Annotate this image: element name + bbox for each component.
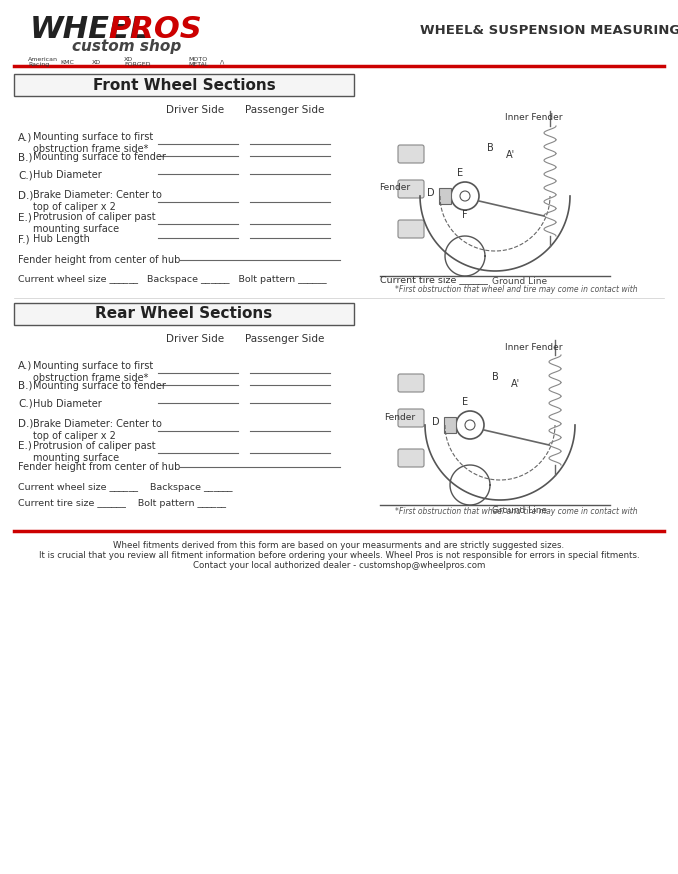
Text: F.): F.) (18, 234, 30, 244)
Text: Mounting surface to fender: Mounting surface to fender (33, 381, 166, 391)
Text: *First obstruction that wheel and tire may come in contact with: *First obstruction that wheel and tire m… (395, 286, 637, 295)
Text: Current wheel size ______   Backspace ______   Bolt pattern ______: Current wheel size ______ Backspace ____… (18, 275, 327, 285)
Text: Inner Fender: Inner Fender (505, 114, 563, 122)
Text: Brake Diameter: Center to
top of caliper x 2: Brake Diameter: Center to top of caliper… (33, 419, 162, 440)
Text: PROS: PROS (108, 16, 202, 45)
Text: Ground Line: Ground Line (492, 506, 548, 515)
Text: Hub Length: Hub Length (33, 234, 90, 244)
FancyBboxPatch shape (398, 180, 424, 198)
Text: /\: /\ (220, 59, 224, 65)
Text: Ground Line: Ground Line (492, 277, 548, 286)
Text: C.): C.) (18, 399, 33, 409)
Text: A.): A.) (18, 132, 33, 142)
Text: XD
FORGED: XD FORGED (124, 57, 151, 67)
FancyBboxPatch shape (398, 409, 424, 427)
Text: A': A' (511, 379, 519, 389)
Text: D: D (427, 188, 435, 198)
Text: F: F (462, 210, 468, 220)
Text: Brake Diameter: Center to
top of caliper x 2: Brake Diameter: Center to top of caliper… (33, 190, 162, 212)
Bar (444, 417, 456, 433)
Text: D.): D.) (18, 190, 33, 200)
Text: Hub Diameter: Hub Diameter (33, 170, 102, 180)
FancyBboxPatch shape (398, 145, 424, 163)
Text: WHEEL& SUSPENSION MEASURING GUIDE: WHEEL& SUSPENSION MEASURING GUIDE (420, 24, 678, 37)
FancyBboxPatch shape (398, 449, 424, 467)
Text: Fender: Fender (384, 413, 415, 421)
Text: Passenger Side: Passenger Side (245, 334, 325, 344)
FancyBboxPatch shape (398, 374, 424, 392)
Text: WHEEL: WHEEL (30, 16, 151, 45)
Text: Driver Side: Driver Side (166, 105, 224, 115)
Text: A': A' (505, 150, 515, 160)
Text: B: B (492, 372, 498, 382)
Text: *First obstruction that wheel and tire may come in contact with: *First obstruction that wheel and tire m… (395, 507, 637, 516)
Text: D.): D.) (18, 419, 33, 429)
Text: E.): E.) (18, 212, 32, 222)
Text: MOTO
METAL: MOTO METAL (188, 57, 208, 67)
Text: Driver Side: Driver Side (166, 334, 224, 344)
Text: A.): A.) (18, 361, 33, 371)
Text: Passenger Side: Passenger Side (245, 105, 325, 115)
Text: Fender height from center of hub: Fender height from center of hub (18, 462, 180, 472)
Text: Contact your local authorized dealer - customshop@wheelpros.com: Contact your local authorized dealer - c… (193, 561, 485, 571)
FancyBboxPatch shape (14, 74, 354, 96)
Text: American
Racing: American Racing (28, 57, 58, 67)
Text: It is crucial that you review all fitment information before ordering your wheel: It is crucial that you review all fitmen… (39, 551, 639, 560)
Text: Front Wheel Sections: Front Wheel Sections (93, 78, 275, 93)
Text: Fender height from center of hub: Fender height from center of hub (18, 255, 180, 265)
Text: Mounting surface to first
obstruction frame side*: Mounting surface to first obstruction fr… (33, 132, 153, 154)
Text: Fender: Fender (379, 184, 410, 192)
Text: Mounting surface to first
obstruction frame side*: Mounting surface to first obstruction fr… (33, 361, 153, 383)
Text: Hub Diameter: Hub Diameter (33, 399, 102, 409)
Text: Inner Fender: Inner Fender (505, 343, 563, 351)
Text: Current tire size ______    Bolt pattern ______: Current tire size ______ Bolt pattern __… (18, 498, 226, 508)
Text: B.): B.) (18, 381, 33, 391)
Text: Current tire size ______: Current tire size ______ (380, 275, 488, 285)
Text: E.): E.) (18, 441, 32, 451)
Text: Protrusion of caliper past
mounting surface: Protrusion of caliper past mounting surf… (33, 212, 156, 233)
Text: custom shop: custom shop (72, 38, 181, 53)
FancyBboxPatch shape (14, 303, 354, 325)
Text: D: D (432, 417, 440, 427)
Text: Protrusion of caliper past
mounting surface: Protrusion of caliper past mounting surf… (33, 441, 156, 462)
Text: Wheel fitments derived from this form are based on your measurments and are stri: Wheel fitments derived from this form ar… (113, 540, 565, 550)
Text: Rear Wheel Sections: Rear Wheel Sections (96, 307, 273, 322)
Bar (439, 188, 451, 204)
Text: E: E (462, 397, 468, 407)
Text: E: E (457, 168, 463, 178)
Text: Current wheel size ______    Backspace ______: Current wheel size ______ Backspace ____… (18, 482, 233, 491)
Text: Mounting surface to fender: Mounting surface to fender (33, 152, 166, 162)
Text: B.): B.) (18, 152, 33, 162)
Text: XD: XD (92, 59, 101, 65)
Text: KMC: KMC (60, 59, 74, 65)
Text: B: B (487, 143, 494, 153)
FancyBboxPatch shape (398, 220, 424, 238)
Text: C.): C.) (18, 170, 33, 180)
